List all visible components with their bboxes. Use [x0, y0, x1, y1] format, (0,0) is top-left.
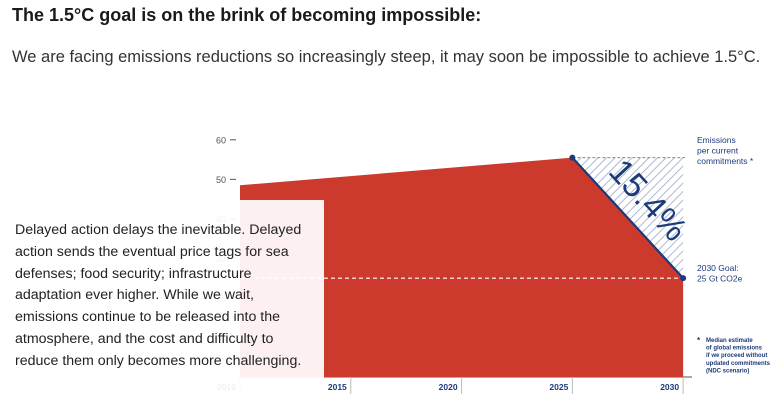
y-tick-label: 60 [216, 135, 226, 145]
footnote-label: if we proceed without [706, 353, 767, 359]
y-tick-label: 50 [216, 175, 226, 185]
x-tick-label: 2020 [439, 382, 458, 392]
overlay-text: Delayed action delays the inevitable. De… [15, 222, 302, 369]
baseline-label: Emissions [697, 135, 736, 145]
x-tick-label: 2015 [328, 382, 347, 392]
goal-label: 25 Gt CO2e [697, 274, 743, 284]
page-subtitle: We are facing emissions reductions so in… [12, 48, 761, 66]
goal-point [680, 275, 687, 282]
emissions-area [240, 157, 684, 377]
x-tick-label: 2025 [549, 382, 568, 392]
overlay-card [8, 200, 324, 404]
footnote-label: (NDC scenario) [706, 368, 749, 374]
page-title: The 1.5°C goal is on the brink of becomi… [12, 5, 482, 25]
footnote-marker: * [697, 336, 701, 345]
decline-line [571, 156, 684, 279]
x-tick-label: 2030 [660, 382, 679, 392]
footnote-label: of global emissions [706, 346, 763, 352]
peak-point [569, 154, 576, 161]
goal-label: 2030 Goal: [697, 263, 739, 273]
footnote-label: Median estimate [706, 338, 753, 344]
footnote-label: updated commitments [706, 361, 771, 367]
baseline-label: commitments * [697, 156, 754, 166]
baseline-label: per current [697, 146, 739, 156]
